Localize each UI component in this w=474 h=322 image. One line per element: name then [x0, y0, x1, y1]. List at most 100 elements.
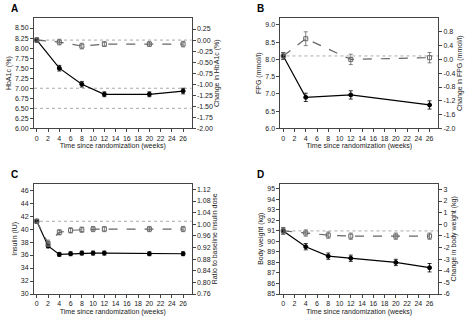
svg-text:12: 12 [100, 135, 108, 142]
svg-text:0.88: 0.88 [197, 256, 211, 263]
svg-text:0: 0 [35, 135, 39, 142]
svg-text:2: 2 [46, 135, 50, 142]
svg-text:Ratio to baseline insulin dose: Ratio to baseline insulin dose [211, 193, 218, 284]
svg-text:16: 16 [369, 135, 377, 142]
svg-text:6.00: 6.00 [15, 125, 29, 132]
svg-text:40: 40 [21, 226, 29, 233]
svg-text:14: 14 [358, 300, 366, 307]
svg-text:8.00: 8.00 [15, 45, 29, 52]
svg-text:0.80: 0.80 [197, 279, 211, 286]
svg-text:D: D [257, 169, 264, 180]
svg-text:0: 0 [443, 221, 447, 228]
svg-text:8: 8 [326, 135, 330, 142]
svg-text:Body weight (kg): Body weight (kg) [257, 213, 265, 265]
svg-text:-4: -4 [443, 267, 449, 274]
svg-text:36: 36 [21, 251, 29, 258]
svg-text:10: 10 [89, 300, 97, 307]
svg-text:-0.4: -0.4 [443, 70, 455, 77]
svg-text:6.50: 6.50 [15, 105, 29, 112]
svg-text:26: 26 [179, 300, 187, 307]
svg-text:Change in HbA1c (%): Change in HbA1c (%) [213, 39, 221, 107]
svg-text:Time since randomization (week: Time since randomization (weeks) [60, 142, 166, 150]
svg-text:1: 1 [443, 209, 447, 216]
svg-text:26: 26 [426, 300, 434, 307]
svg-text:18: 18 [134, 135, 142, 142]
svg-text:6.25: 6.25 [15, 115, 29, 122]
svg-text:1.00: 1.00 [197, 221, 211, 228]
svg-text:0.84: 0.84 [197, 267, 211, 274]
svg-text:-2.00: -2.00 [197, 125, 213, 132]
svg-text:Insulin (IU): Insulin (IU) [11, 222, 19, 256]
svg-text:Time since randomization (week: Time since randomization (weeks) [306, 308, 412, 316]
svg-text:86: 86 [267, 280, 275, 287]
svg-text:-1: -1 [443, 232, 449, 239]
svg-text:3: 3 [443, 186, 447, 193]
svg-text:0.92: 0.92 [197, 244, 211, 251]
svg-text:20: 20 [392, 300, 400, 307]
svg-text:8: 8 [80, 135, 84, 142]
svg-text:12: 12 [100, 300, 108, 307]
svg-text:Time since randomization (week: Time since randomization (weeks) [306, 142, 412, 150]
svg-text:0.00: 0.00 [197, 37, 211, 44]
svg-text:0.25: 0.25 [197, 25, 211, 32]
svg-text:A: A [11, 3, 18, 14]
svg-text:0.76: 0.76 [197, 290, 211, 297]
svg-text:7.0: 7.0 [265, 90, 275, 97]
svg-text:14: 14 [112, 300, 120, 307]
svg-text:24: 24 [168, 135, 176, 142]
svg-text:-0.75: -0.75 [197, 70, 213, 77]
svg-text:7.00: 7.00 [15, 85, 29, 92]
svg-text:20: 20 [145, 135, 153, 142]
svg-text:8: 8 [326, 300, 330, 307]
svg-text:22: 22 [157, 135, 165, 142]
svg-text:B: B [257, 3, 264, 14]
svg-text:0.4: 0.4 [443, 42, 453, 49]
svg-text:22: 22 [157, 300, 165, 307]
svg-text:87: 87 [267, 269, 275, 276]
svg-text:22: 22 [403, 135, 411, 142]
svg-text:6: 6 [69, 135, 73, 142]
svg-text:8.5: 8.5 [265, 39, 275, 46]
svg-text:12: 12 [347, 135, 355, 142]
svg-text:94: 94 [267, 196, 275, 203]
svg-text:0: 0 [281, 135, 285, 142]
svg-text:-1.75: -1.75 [197, 114, 213, 121]
svg-text:-1.2: -1.2 [443, 97, 455, 104]
svg-text:-0.8: -0.8 [443, 83, 455, 90]
svg-text:-0.25: -0.25 [197, 48, 213, 55]
svg-text:20: 20 [145, 300, 153, 307]
svg-text:6: 6 [315, 300, 319, 307]
svg-text:10: 10 [336, 300, 344, 307]
svg-text:24: 24 [414, 300, 422, 307]
svg-text:16: 16 [123, 135, 131, 142]
svg-text:18: 18 [381, 300, 389, 307]
svg-text:0.96: 0.96 [197, 232, 211, 239]
svg-text:89: 89 [267, 248, 275, 255]
svg-text:6.5: 6.5 [265, 108, 275, 115]
svg-text:Change in body weight (kg): Change in body weight (kg) [450, 196, 458, 281]
svg-text:C: C [11, 169, 18, 180]
svg-text:8: 8 [80, 300, 84, 307]
svg-text:92: 92 [267, 217, 275, 224]
svg-text:-1.25: -1.25 [197, 92, 213, 99]
svg-text:2: 2 [443, 197, 447, 204]
svg-text:85: 85 [267, 290, 275, 297]
svg-text:8.50: 8.50 [15, 24, 29, 31]
svg-text:6.75: 6.75 [15, 95, 29, 102]
svg-text:FPG (mmol/l): FPG (mmol/l) [255, 52, 263, 94]
svg-text:7.50: 7.50 [15, 65, 29, 72]
svg-text:-0.50: -0.50 [197, 59, 213, 66]
svg-text:8.0: 8.0 [265, 56, 275, 63]
svg-text:95: 95 [267, 185, 275, 192]
svg-text:4: 4 [57, 300, 61, 307]
svg-text:20: 20 [392, 135, 400, 142]
svg-text:32: 32 [21, 277, 29, 284]
svg-text:6: 6 [315, 135, 319, 142]
svg-text:16: 16 [369, 300, 377, 307]
svg-text:14: 14 [358, 135, 366, 142]
svg-text:2: 2 [293, 300, 297, 307]
svg-text:9.0: 9.0 [265, 21, 275, 28]
svg-text:-2.0: -2.0 [443, 125, 455, 132]
svg-text:HbA1c (%): HbA1c (%) [5, 56, 13, 90]
svg-text:0: 0 [35, 300, 39, 307]
